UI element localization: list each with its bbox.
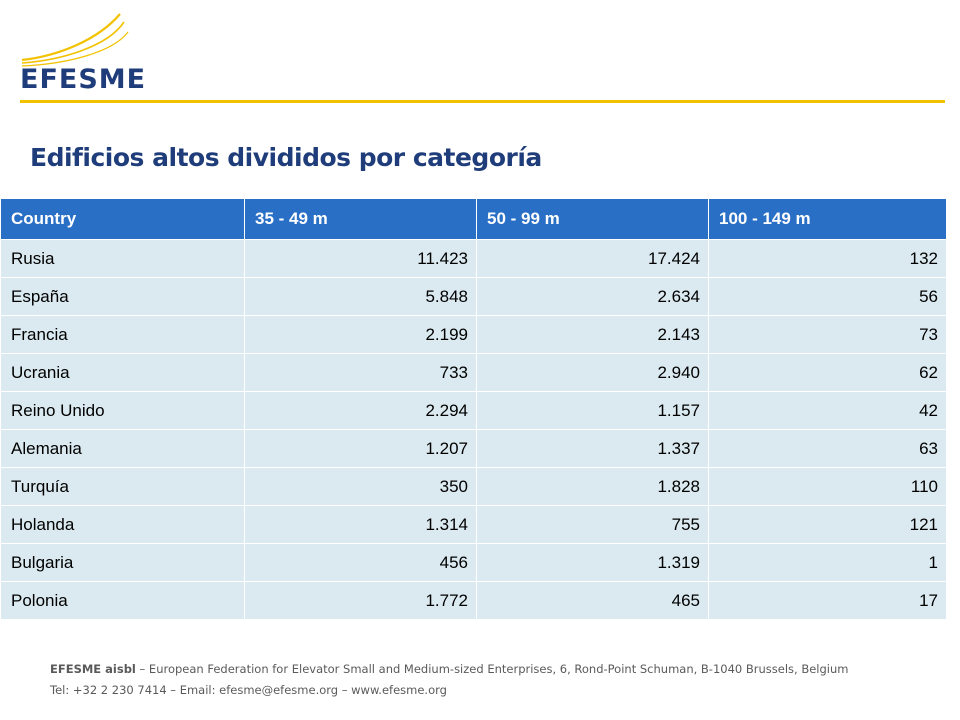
value-cell: 456 xyxy=(244,543,477,582)
footer-address-line: EFESME aisbl – European Federation for E… xyxy=(50,659,848,680)
value-cell: 2.199 xyxy=(244,315,477,354)
table-row: Alemania 1.207 1.337 63 xyxy=(0,429,947,468)
country-cell: Bulgaria xyxy=(0,543,245,582)
table-header-row: Country 35 - 49 m 50 - 99 m 100 - 149 m xyxy=(0,198,947,240)
value-cell: 2.294 xyxy=(244,391,477,430)
country-cell: España xyxy=(0,277,245,316)
efesme-logo: EFESME xyxy=(18,10,158,95)
country-cell: Alemania xyxy=(0,429,245,468)
column-header: 100 - 149 m xyxy=(708,198,947,240)
page-title: Edificios altos divididos por categoría xyxy=(30,143,542,172)
value-cell: 121 xyxy=(708,505,947,544)
value-cell: 465 xyxy=(476,581,709,620)
table-row: Rusia 11.423 17.424 132 xyxy=(0,239,947,278)
value-cell: 1.157 xyxy=(476,391,709,430)
table-row: Ucrania 733 2.940 62 xyxy=(0,353,947,392)
footer-org-name: EFESME aisbl xyxy=(50,662,136,676)
value-cell: 17.424 xyxy=(476,239,709,278)
footer-contact-line: Tel: +32 2 230 7414 – Email: efesme@efes… xyxy=(50,683,447,697)
value-cell: 2.940 xyxy=(476,353,709,392)
column-header: 35 - 49 m xyxy=(244,198,477,240)
buildings-table: Country 35 - 49 m 50 - 99 m 100 - 149 m … xyxy=(0,198,947,620)
column-header: 50 - 99 m xyxy=(476,198,709,240)
country-cell: Ucrania xyxy=(0,353,245,392)
table-row: Reino Unido 2.294 1.157 42 xyxy=(0,391,947,430)
value-cell: 1.772 xyxy=(244,581,477,620)
value-cell: 1.207 xyxy=(244,429,477,468)
logo-text: EFESME xyxy=(20,64,147,95)
value-cell: 132 xyxy=(708,239,947,278)
country-cell: Francia xyxy=(0,315,245,354)
value-cell: 5.848 xyxy=(244,277,477,316)
footer-address: – European Federation for Elevator Small… xyxy=(135,662,849,676)
value-cell: 11.423 xyxy=(244,239,477,278)
table-row: Francia 2.199 2.143 73 xyxy=(0,315,947,354)
country-cell: Turquía xyxy=(0,467,245,506)
value-cell: 42 xyxy=(708,391,947,430)
table-row: Bulgaria 456 1.319 1 xyxy=(0,543,947,582)
value-cell: 110 xyxy=(708,467,947,506)
column-header: Country xyxy=(0,198,245,240)
country-cell: Reino Unido xyxy=(0,391,245,430)
value-cell: 73 xyxy=(708,315,947,354)
country-cell: Rusia xyxy=(0,239,245,278)
value-cell: 56 xyxy=(708,277,947,316)
value-cell: 63 xyxy=(708,429,947,468)
value-cell: 17 xyxy=(708,581,947,620)
value-cell: 350 xyxy=(244,467,477,506)
value-cell: 755 xyxy=(476,505,709,544)
value-cell: 1.319 xyxy=(476,543,709,582)
value-cell: 2.634 xyxy=(476,277,709,316)
value-cell: 62 xyxy=(708,353,947,392)
table-row: Polonia 1.772 465 17 xyxy=(0,581,947,620)
country-cell: Holanda xyxy=(0,505,245,544)
value-cell: 1.314 xyxy=(244,505,477,544)
country-cell: Polonia xyxy=(0,581,245,620)
value-cell: 733 xyxy=(244,353,477,392)
value-cell: 1 xyxy=(708,543,947,582)
table-row: Turquía 350 1.828 110 xyxy=(0,467,947,506)
value-cell: 1.828 xyxy=(476,467,709,506)
header-divider xyxy=(20,100,945,103)
value-cell: 1.337 xyxy=(476,429,709,468)
value-cell: 2.143 xyxy=(476,315,709,354)
logo-swoosh-icon xyxy=(21,13,129,67)
table-row: Holanda 1.314 755 121 xyxy=(0,505,947,544)
table-row: España 5.848 2.634 56 xyxy=(0,277,947,316)
page-footer: EFESME aisbl – European Federation for E… xyxy=(50,659,848,701)
